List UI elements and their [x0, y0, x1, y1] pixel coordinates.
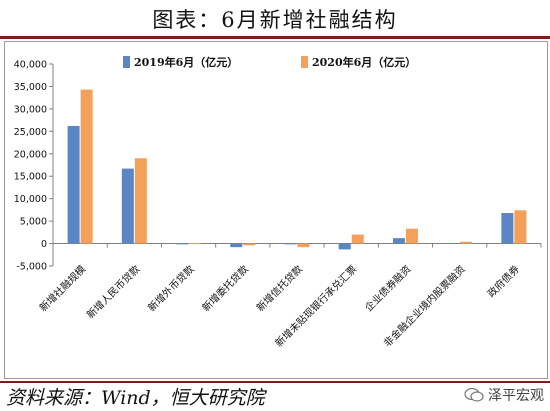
chart-frame: 2019年6月（亿元） 2020年6月（亿元） -5,000 0 5,000 10,000…	[4, 41, 548, 379]
bar	[121, 168, 134, 244]
bar	[460, 241, 473, 244]
watermark-text: 泽平宏观	[488, 388, 544, 404]
bar-chart: 2019年6月（亿元） 2020年6月（亿元） -5,000 0 5,000 10,000…	[14, 55, 542, 349]
page-title: 图表：6月新增社融结构	[152, 8, 398, 32]
bar	[134, 158, 147, 244]
bar	[230, 243, 243, 248]
y-tick-label: 10,000	[14, 194, 47, 205]
bar	[243, 243, 256, 246]
footer-rule	[0, 381, 550, 383]
bar	[297, 243, 310, 248]
x-category-label: 企业债券融资	[362, 262, 414, 314]
y-tick-label: 35,000	[14, 82, 47, 93]
y-tick-label: -5,000	[16, 262, 47, 273]
x-category-label: 新增人民币贷款	[84, 262, 143, 321]
bar	[447, 243, 460, 244]
watermark: 泽平宏观	[464, 385, 544, 405]
bar	[405, 228, 418, 244]
legend-label-1: 2019年6月（亿元）	[134, 55, 238, 69]
y-tick-label: 5,000	[20, 217, 47, 228]
bar	[284, 243, 297, 245]
y-tick-label: 15,000	[14, 172, 47, 183]
legend-label-2: 2020年6月（亿元）	[312, 55, 416, 69]
bar	[189, 243, 202, 244]
y-tick-label: 0	[41, 239, 47, 250]
bar	[67, 125, 80, 244]
x-category-label: 新增外币贷款	[145, 262, 197, 314]
bar	[514, 210, 527, 244]
bar	[176, 243, 189, 245]
bar	[392, 238, 405, 244]
bar	[501, 213, 514, 244]
legend-swatch-2	[301, 56, 308, 68]
y-tick-label: 30,000	[14, 104, 47, 115]
y-tick-label: 20,000	[14, 149, 47, 160]
x-category-label: 新增信托贷款	[254, 262, 306, 314]
legend-swatch-1	[123, 56, 130, 68]
bar	[351, 234, 364, 244]
title-bar: 图表：6月新增社融结构	[0, 0, 550, 39]
y-tick-label: 25,000	[14, 127, 47, 138]
bar	[80, 89, 93, 244]
y-tick-label: 40,000	[14, 60, 47, 71]
x-category-label: 政府债券	[485, 262, 522, 299]
source-note: 资料来源：Wind，恒大研究院	[6, 387, 265, 409]
wechat-icon	[464, 388, 484, 402]
x-category-label: 新增委托贷款	[199, 262, 251, 314]
bar	[338, 243, 351, 250]
